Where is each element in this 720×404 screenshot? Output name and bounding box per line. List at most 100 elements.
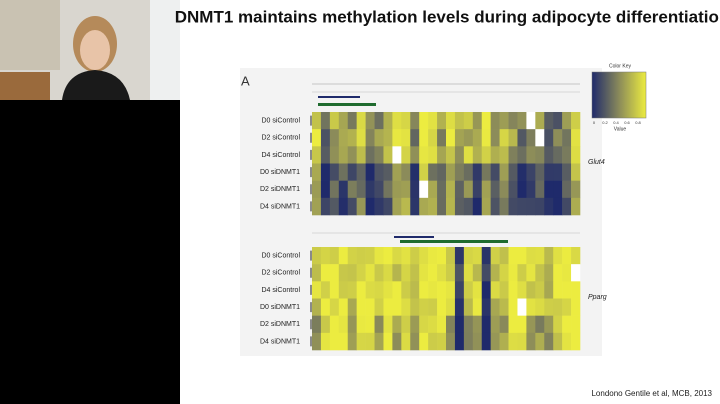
heatmap-cell: [365, 163, 375, 181]
heatmap-cell: [553, 281, 563, 299]
heatmap-cell: [428, 247, 438, 265]
heatmap-cell: [347, 112, 357, 130]
heatmap-cell: [571, 146, 581, 164]
heatmap-cell: [490, 129, 500, 147]
heatmap-cell: [374, 129, 384, 147]
heatmap-cell: [499, 315, 509, 334]
heatmap-cell: [347, 129, 357, 147]
heatmap-cell: [446, 146, 456, 164]
heatmap-cell: [338, 315, 349, 334]
heatmap-cell: [437, 129, 447, 147]
heatmap-cell: [356, 129, 366, 147]
heatmap-cell: [312, 197, 322, 216]
heatmap-cell: [499, 129, 509, 147]
heatmap-cell: [553, 298, 563, 316]
heatmap-cell: [535, 180, 545, 199]
heatmap-cell: [517, 298, 527, 316]
heatmap-cell: [499, 332, 509, 351]
heatmap-cell: [463, 197, 474, 216]
heatmap-cell: [419, 163, 429, 181]
heatmap-cell: [508, 281, 518, 299]
heatmap-cell: [544, 298, 554, 316]
row-label: D0 siControl: [261, 252, 300, 259]
heatmap-cell: [454, 129, 465, 147]
heatmap-cell: [374, 298, 384, 316]
heatmap-cell: [356, 315, 366, 334]
heatmap-cell: [365, 112, 375, 130]
heatmap-cell: [571, 264, 581, 282]
heatmap-cell: [374, 281, 384, 299]
heatmap-cell: [312, 163, 322, 181]
heatmap-cell: [312, 298, 322, 316]
heatmap-cell: [454, 112, 465, 130]
heatmap-cell: [490, 315, 500, 334]
heatmap-cell: [401, 298, 411, 316]
heatmap-cell: [517, 180, 527, 199]
heatmap-cell: [437, 315, 447, 334]
gene-label: Glut4: [588, 159, 605, 166]
heatmap-cell: [571, 332, 581, 351]
heatmap-cell: [446, 264, 456, 282]
heatmap-cell: [517, 332, 527, 351]
heatmap-cell: [356, 146, 366, 164]
heatmap-cell: [517, 112, 527, 130]
heatmap-cell: [481, 298, 491, 316]
heatmap-cell: [490, 146, 500, 164]
heatmap-cell: [356, 264, 366, 282]
heatmap-cell: [320, 298, 331, 316]
heatmap-cell: [329, 298, 340, 316]
heatmap-cell: [517, 264, 527, 282]
heatmap-cell: [526, 281, 536, 299]
heatmap-cell: [410, 129, 420, 147]
heatmap-cell: [329, 197, 340, 216]
row-label: D2 siDNMT1: [260, 186, 300, 193]
heatmap-cell: [526, 315, 536, 334]
heatmap-cell: [401, 163, 411, 181]
heatmap-cell: [419, 180, 429, 199]
heatmap-cell: [338, 264, 349, 282]
heatmap-cell: [535, 315, 545, 334]
heatmap-cell: [481, 332, 491, 351]
heatmap-cell: [526, 264, 536, 282]
heatmap-cell: [347, 180, 357, 199]
heatmap-cell: [490, 163, 500, 181]
heatmap-cell: [410, 112, 420, 130]
heatmap-cell: [437, 197, 447, 216]
color-key-tick-label: 0.8: [635, 120, 641, 125]
heatmap-cell: [365, 146, 375, 164]
heatmap-cell: [553, 332, 563, 351]
heatmap-cell: [446, 281, 456, 299]
row-label: D2 siDNMT1: [260, 321, 300, 328]
heatmap-cell: [463, 247, 474, 265]
heatmap-cell: [374, 146, 384, 164]
heatmap-cell: [383, 129, 393, 147]
heatmap-cell: [526, 180, 536, 199]
heatmap-cell: [535, 112, 545, 130]
heatmap-cell: [499, 197, 509, 216]
heatmap-cell: [535, 281, 545, 299]
row-label: D4 siDNMT1: [260, 338, 300, 345]
heatmap-cell: [526, 332, 536, 351]
heatmap-cell: [320, 264, 331, 282]
heatmap-cell: [526, 197, 536, 216]
heatmap-cell: [365, 264, 375, 282]
color-key-tick-label: 0.6: [624, 120, 630, 125]
heatmap-cell: [401, 264, 411, 282]
heatmap-cell: [428, 146, 438, 164]
heatmap-cell: [481, 163, 491, 181]
heatmap-cell: [463, 112, 474, 130]
heatmap-cell: [356, 112, 366, 130]
heatmap-cell: [535, 298, 545, 316]
heatmap-cell: [553, 146, 563, 164]
heatmap-cell: [553, 129, 563, 147]
heatmap-cell: [544, 146, 554, 164]
heatmap-cell: [356, 332, 366, 351]
heatmap-cell: [463, 315, 474, 334]
heatmap-cell: [383, 112, 393, 130]
heatmap-cell: [347, 332, 357, 351]
row-label: D2 siControl: [261, 135, 300, 142]
heatmap-cell: [571, 112, 581, 130]
heatmap-cell: [553, 112, 563, 130]
gene-label: Pparg: [588, 294, 607, 301]
heatmap-cell: [472, 315, 483, 334]
